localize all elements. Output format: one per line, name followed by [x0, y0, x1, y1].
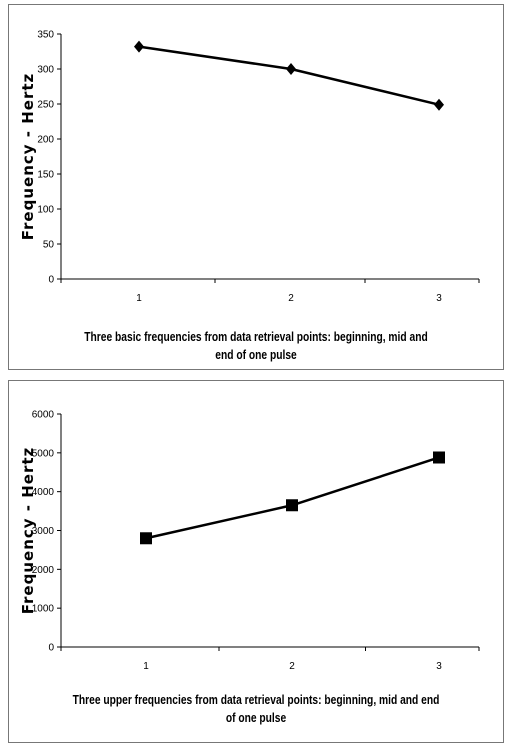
- y-tick-label: 0: [48, 643, 54, 654]
- y-tick-label: 0: [48, 275, 54, 286]
- x-tick-label: 3: [436, 661, 442, 672]
- data-point-square: [433, 451, 445, 464]
- y-tick-label: 4000: [32, 487, 55, 498]
- y-tick-label: 200: [37, 135, 54, 146]
- chart-panel-upper-frequencies: 0 1000 2000 3000 4000 5000 6000 1 2 3 Frequency - …: [8, 380, 504, 743]
- y-tick-label: 250: [37, 100, 54, 111]
- x-axis-label-line-2: of one pulse: [225, 711, 287, 725]
- x-tick-label: 2: [289, 661, 295, 672]
- x-axis-label: Three basic frequencies from data retrie…: [53, 328, 458, 364]
- data-point-diamond: [434, 98, 444, 111]
- chart-panel-basic-frequencies: 0 50 100 150 200 250 300 350 1 2 3 Frequency - Hert…: [8, 4, 504, 370]
- y-axis-label: Frequency - Hertz: [19, 447, 37, 615]
- y-tick-label: 5000: [32, 448, 55, 459]
- y-tick-label: 50: [43, 240, 55, 251]
- y-axis-label: Frequency - Hertz: [19, 73, 37, 241]
- x-axis-label-line-1: Three basic frequencies from data retrie…: [84, 330, 428, 344]
- x-axis-label: Three upper frequencies from data retrie…: [53, 691, 458, 727]
- series-line: [138, 45, 440, 106]
- x-tick-label: 1: [136, 293, 142, 304]
- x-axis-label-line-1: Three upper frequencies from data retrie…: [72, 693, 440, 707]
- y-tick-label: 1000: [32, 604, 55, 615]
- y-tick-label: 350: [37, 30, 54, 41]
- y-tick-label: 3000: [32, 526, 55, 537]
- x-tick-label: 1: [143, 661, 149, 672]
- data-point-square: [286, 499, 298, 512]
- y-tick-label: 2000: [32, 565, 55, 576]
- data-point-square: [140, 532, 152, 545]
- chart-basic-frequencies: 0 50 100 150 200 250 300 350 1 2 3 Frequency - Hert…: [19, 30, 480, 304]
- data-point-diamond: [134, 40, 144, 53]
- y-tick-label: 6000: [32, 410, 55, 421]
- y-tick-label: 150: [37, 170, 54, 181]
- chart-upper-frequencies: 0 1000 2000 3000 4000 5000 6000 1 2 3 Frequency - …: [19, 410, 480, 672]
- y-tick-label: 300: [37, 65, 54, 76]
- y-tick-label: 100: [37, 205, 54, 216]
- x-axis-label-line-2: end of one pulse: [215, 348, 297, 362]
- series-line: [145, 456, 440, 540]
- x-tick-label: 2: [288, 293, 294, 304]
- data-point-diamond: [286, 63, 296, 75]
- x-tick-label: 3: [436, 293, 442, 304]
